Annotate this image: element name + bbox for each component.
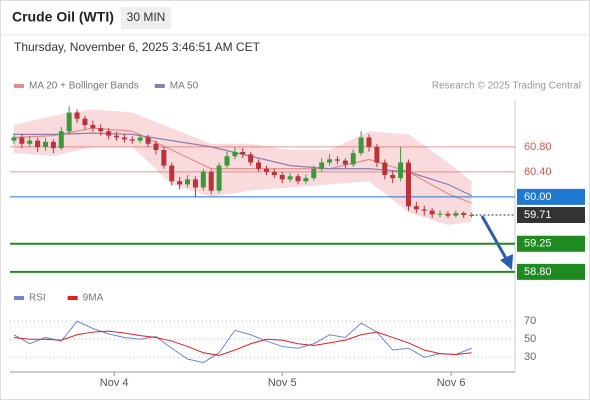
candle-body [429, 210, 435, 215]
level-label: 60.00 [524, 191, 552, 203]
candle-body [161, 150, 167, 166]
legend-label: RSI [29, 293, 46, 304]
candle-body [98, 128, 104, 132]
subtitle: Thursday, November 6, 2025 3:46:51 AM CE… [14, 40, 261, 54]
level-box [517, 207, 585, 223]
candle-body [382, 162, 388, 175]
rsi-line [13, 330, 472, 356]
candle-body [445, 213, 451, 216]
x-tick-label: Nov 4 [100, 377, 129, 389]
level-label: 60.40 [524, 166, 552, 178]
level-box [517, 263, 585, 280]
candle-body [35, 140, 41, 147]
candle-body [169, 165, 175, 182]
timeframe: 30 MIN [127, 10, 166, 24]
candle-body [200, 171, 206, 188]
candle-body [248, 154, 254, 163]
candle-body [177, 181, 183, 185]
candle-body [350, 153, 356, 165]
rsi-line [13, 320, 472, 364]
candle-body [287, 176, 293, 180]
candle-body [295, 176, 301, 182]
candle-body [263, 168, 269, 172]
candle-body [311, 168, 317, 179]
forecast-arrow [480, 215, 510, 263]
candle-body [453, 213, 459, 216]
candle-body [19, 137, 25, 144]
candle-body [208, 171, 214, 191]
candle-body [461, 213, 467, 215]
forecast-arrowhead [500, 254, 513, 270]
level-label: 58.80 [524, 266, 552, 278]
candle-body [90, 125, 96, 129]
legend-swatch [14, 296, 24, 300]
candle-body [137, 137, 143, 141]
level-box [517, 235, 585, 252]
legend-label: MA 50 [170, 81, 199, 92]
level-label: 59.25 [524, 238, 552, 250]
y-tick-label: 50 [524, 333, 536, 345]
candle-body [256, 162, 262, 169]
candle-body [43, 141, 49, 147]
candle-body [232, 151, 238, 157]
candle-body [192, 179, 198, 188]
candle-body [216, 165, 222, 191]
bollinger-band [13, 109, 472, 225]
candle-body [405, 162, 411, 207]
x-tick-label: Nov 5 [268, 377, 297, 389]
candle-body [469, 215, 475, 216]
level-label: 60.80 [524, 141, 552, 153]
candle-body [82, 118, 88, 125]
timeframe-box [121, 7, 171, 29]
candle-body [437, 213, 443, 215]
level-label: 59.71 [524, 209, 552, 221]
candle-body [145, 137, 151, 144]
y-tick-label: 70 [524, 315, 536, 327]
legend-label: 9MA [83, 293, 104, 304]
candle-body [374, 146, 380, 163]
candle-body [106, 131, 112, 136]
candle-body [358, 137, 364, 154]
candle-body [121, 137, 127, 140]
candle-body [74, 112, 80, 119]
candle-body [390, 175, 396, 179]
candle-body [27, 140, 33, 144]
legend-swatch [154, 84, 165, 88]
candle-body [50, 141, 56, 149]
candle-body [129, 139, 135, 141]
candle-body [66, 112, 72, 132]
candle-body [58, 131, 64, 149]
legend-swatch [14, 84, 24, 88]
candle-body [153, 143, 159, 150]
candle-body [334, 159, 340, 161]
y-tick-label: 30 [524, 351, 536, 363]
candle-body [224, 156, 230, 166]
legend-swatch [67, 296, 78, 300]
candle-body [185, 179, 191, 185]
candle-body [271, 171, 277, 175]
candle-body [366, 137, 372, 147]
candle-body [398, 162, 404, 179]
x-tick-label: Nov 6 [437, 377, 466, 389]
chart-title: Crude Oil (WTI) [12, 9, 114, 25]
candle-body [279, 175, 285, 180]
candle-body [114, 135, 120, 138]
candle-body [421, 209, 427, 211]
source: Research © 2025 Trading Central [432, 81, 581, 92]
candle-body [327, 159, 333, 163]
candle-body [413, 206, 419, 210]
candle-body [240, 151, 246, 155]
candle-body [342, 160, 348, 165]
candle-body [11, 137, 17, 141]
candle-body [303, 178, 309, 182]
candle-body [319, 162, 325, 169]
legend-label: MA 20 + Bollinger Bands [29, 81, 139, 92]
level-box [517, 188, 585, 205]
